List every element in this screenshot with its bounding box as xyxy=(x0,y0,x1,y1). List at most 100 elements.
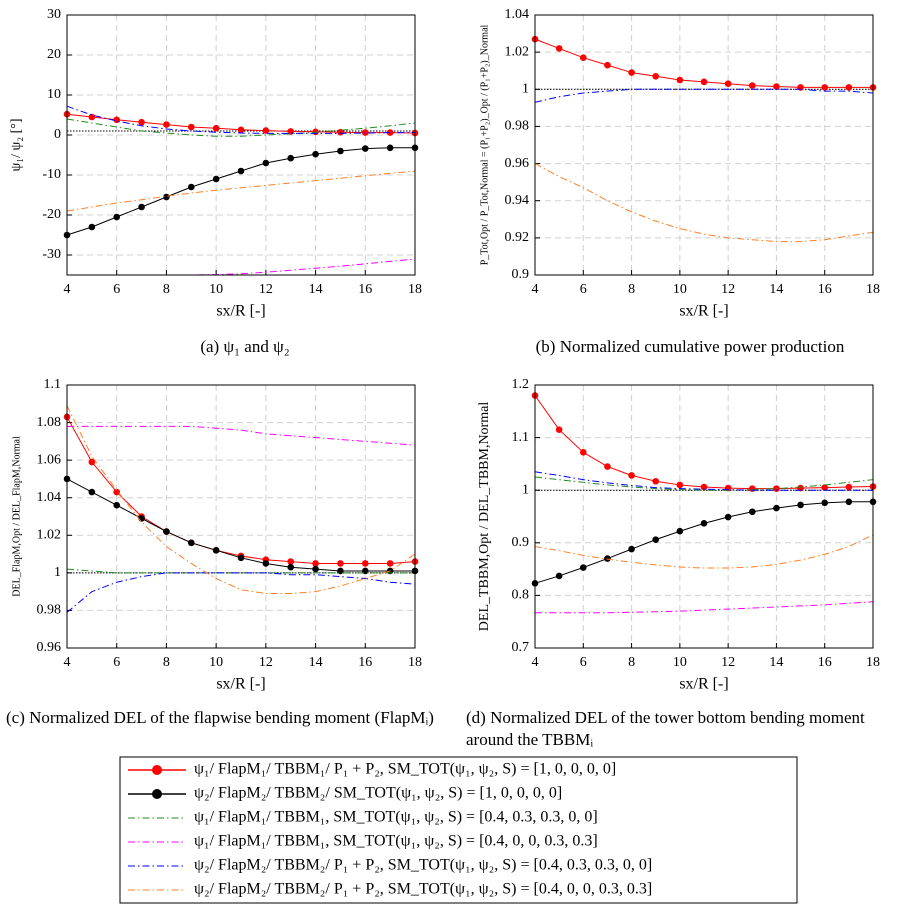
caption: (d) Normalized DEL of the tower bottom b… xyxy=(466,708,865,749)
x-tick-label: 12 xyxy=(259,655,273,670)
x-tick-label: 8 xyxy=(163,282,170,297)
x-tick-label: 16 xyxy=(818,282,832,297)
x-tick-label: 6 xyxy=(580,282,587,297)
marker xyxy=(212,175,220,183)
marker xyxy=(237,167,245,175)
marker xyxy=(237,126,245,134)
marker xyxy=(604,555,611,562)
axes-box xyxy=(66,14,416,276)
x-tick-label: 14 xyxy=(769,655,783,670)
x-tick-label: 16 xyxy=(358,655,372,670)
y-tick-label: 0.7 xyxy=(512,640,530,655)
series-line xyxy=(67,258,416,276)
series-line xyxy=(534,471,873,491)
y-tick-label: 1 xyxy=(54,565,61,580)
marker xyxy=(555,426,563,434)
y-axis-label: ψ₁/ ψ₂ [°] xyxy=(9,118,24,171)
y-tick-label: 0.94 xyxy=(505,193,530,208)
legend-label: ψ₂/ FlapM₂/ TBBM₂/ P₁ + P₂, SM_TOT(ψ₁, ψ… xyxy=(194,857,652,874)
y-tick-label: 1 xyxy=(522,482,529,497)
marker xyxy=(748,82,756,89)
axes-box xyxy=(66,384,416,649)
marker xyxy=(212,124,220,132)
y-tick-label: 1.1 xyxy=(44,377,62,392)
caption: (c) Normalized DEL of the flapwise bendi… xyxy=(6,708,434,727)
y-tick-label: 0.9 xyxy=(512,267,530,282)
y-tick-label: 1.2 xyxy=(512,377,530,392)
y-tick-label: 0.92 xyxy=(505,230,530,245)
y-axis-label: DEL_TBBM,Opt / DEL_TBBM,Normal xyxy=(477,402,492,632)
marker xyxy=(287,558,295,565)
series-line xyxy=(66,170,416,212)
marker xyxy=(797,501,804,509)
plot-area xyxy=(67,385,415,648)
caption: (b) Normalized cumulative power producti… xyxy=(535,337,845,356)
x-tick-label: 18 xyxy=(408,655,422,670)
marker xyxy=(748,485,756,492)
y-tick-label: -20 xyxy=(42,207,61,222)
marker xyxy=(579,449,587,456)
axes-box xyxy=(534,14,874,276)
x-tick-label: 6 xyxy=(580,655,587,670)
marker xyxy=(676,527,684,535)
marker xyxy=(604,61,611,69)
marker xyxy=(628,545,635,553)
y-tick-label: 0.8 xyxy=(512,588,530,603)
marker xyxy=(845,483,853,491)
x-tick-label: 14 xyxy=(309,282,323,297)
marker xyxy=(262,560,270,567)
x-tick-label: 12 xyxy=(721,282,735,297)
marker xyxy=(312,565,319,573)
marker xyxy=(604,463,611,470)
x-tick-label: 14 xyxy=(309,655,323,670)
marker xyxy=(337,560,344,567)
marker xyxy=(138,203,145,211)
y-tick-label: 1.06 xyxy=(37,452,62,467)
y-tick-label: 0.98 xyxy=(505,119,530,134)
marker xyxy=(212,547,220,554)
y-tick-label: 1.02 xyxy=(37,528,62,543)
series-line xyxy=(535,601,874,614)
marker xyxy=(262,127,270,134)
x-tick-label: 16 xyxy=(818,655,832,670)
marker xyxy=(724,513,732,521)
marker xyxy=(652,72,660,80)
x-tick-label: 8 xyxy=(628,655,635,670)
marker xyxy=(187,183,195,191)
legend-marker xyxy=(152,765,162,775)
y-tick-label: 0.98 xyxy=(37,603,62,618)
x-tick-label: 18 xyxy=(408,282,422,297)
x-tick-label: 8 xyxy=(628,282,635,297)
marker xyxy=(361,145,369,152)
marker xyxy=(337,147,344,155)
x-tick-label: 8 xyxy=(163,655,170,670)
marker xyxy=(262,159,270,167)
x-tick-label: 12 xyxy=(259,282,273,297)
series-line xyxy=(534,88,874,103)
marker xyxy=(676,76,684,84)
marker xyxy=(748,508,756,516)
series-line xyxy=(67,425,416,446)
y-tick-label: 1 xyxy=(522,82,529,97)
marker xyxy=(113,116,121,124)
marker xyxy=(113,213,121,221)
x-tick-label: 6 xyxy=(113,282,120,297)
marker xyxy=(163,528,170,535)
marker xyxy=(386,560,394,567)
marker xyxy=(386,144,394,152)
marker xyxy=(628,69,635,76)
series-line xyxy=(66,405,416,595)
x-tick-label: 10 xyxy=(209,655,223,670)
y-tick-label: 1.1 xyxy=(512,430,530,445)
x-tick-label: 4 xyxy=(64,655,71,670)
x-tick-label: 10 xyxy=(673,655,687,670)
legend-label: ψ₂/ FlapM₂/ TBBM₂/ P₁ + P₂, SM_TOT(ψ₁, ψ… xyxy=(194,881,652,898)
y-tick-label: 1.08 xyxy=(37,415,62,430)
marker xyxy=(579,54,587,62)
marker xyxy=(700,520,708,527)
marker xyxy=(821,84,829,91)
series-line xyxy=(66,105,415,134)
marker xyxy=(579,564,587,571)
marker xyxy=(237,554,245,562)
